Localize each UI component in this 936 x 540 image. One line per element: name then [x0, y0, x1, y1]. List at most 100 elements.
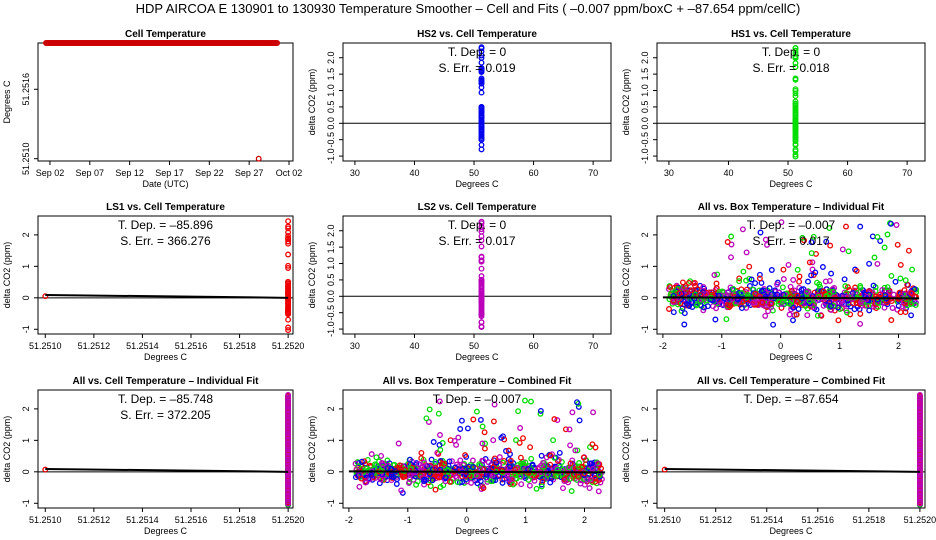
data-point [285, 452, 292, 459]
data-point [666, 306, 672, 312]
data-point [469, 457, 476, 464]
panel-title: All vs. Cell Temperature – Combined Fit [697, 376, 886, 387]
data-point [916, 424, 923, 430]
data-point [916, 488, 923, 495]
data-point [836, 299, 842, 306]
data-point [376, 458, 383, 465]
x-tick-label: Sep 27 [235, 168, 264, 178]
panel-title: LS1 vs. Cell Temperature [106, 202, 225, 213]
data-point [478, 65, 485, 72]
data-point [42, 293, 49, 300]
data-point [285, 456, 292, 463]
stat-annotation: T. Dep. = –0.007 [433, 392, 522, 406]
plot-frame [37, 389, 294, 509]
data-point [736, 275, 743, 282]
data-point [712, 316, 719, 323]
data-point [470, 416, 477, 423]
data-point [567, 442, 574, 449]
data-point [857, 310, 864, 317]
data-point [376, 480, 383, 487]
data-point [877, 238, 884, 244]
data-point [916, 410, 923, 417]
data-point [478, 295, 485, 302]
data-point [513, 437, 519, 444]
data-point [285, 494, 292, 501]
data-point [285, 327, 292, 334]
data-point [889, 305, 896, 311]
data-point [478, 103, 485, 110]
stat-annotation: S. Err. = 0.018 [752, 61, 829, 75]
y-tick-label: 0.5 [326, 101, 336, 114]
data-point [843, 223, 849, 230]
data-point [490, 418, 497, 425]
data-point [285, 238, 292, 245]
data-point [757, 229, 764, 236]
data-point [912, 302, 919, 309]
data-point [774, 281, 780, 288]
data-point [916, 456, 923, 463]
data-point [916, 406, 923, 413]
data-point [285, 225, 292, 232]
data-point [447, 478, 453, 485]
y-tick-label: -1.0 [640, 148, 650, 164]
data-point [478, 218, 485, 225]
panel-title: All vs. Box Temperature – Individual Fit [698, 202, 885, 213]
data-point [792, 138, 799, 145]
data-point [456, 479, 463, 486]
data-point [437, 447, 444, 453]
data-point [538, 452, 545, 459]
y-axis-label: delta CO2 (ppm) [307, 416, 317, 483]
data-point [780, 266, 787, 273]
y-tick-label: -0.5 [326, 132, 336, 148]
data-point [531, 477, 538, 484]
x-tick-label: 40 [409, 168, 419, 178]
data-point [285, 394, 292, 401]
y-tick-label: 0 [326, 469, 336, 474]
data-point [916, 398, 923, 404]
data-point [808, 239, 815, 246]
data-point [517, 454, 524, 461]
data-point [756, 271, 763, 278]
data-point [780, 276, 787, 283]
x-axis-label: Degrees C [769, 352, 813, 362]
data-point [739, 226, 746, 233]
data-point [255, 155, 262, 162]
data-point [477, 462, 484, 469]
data-point [285, 251, 292, 258]
data-point [285, 442, 292, 449]
data-point [685, 279, 692, 286]
data-point [831, 307, 838, 314]
y-tick-label: 0.5 [640, 101, 650, 114]
stat-annotation: S. Err. = 0.019 [438, 61, 515, 75]
data-point [395, 440, 402, 447]
data-point [886, 289, 893, 296]
y-axis-label: delta CO2 (ppm) [307, 242, 317, 309]
data-point [285, 400, 292, 407]
y-tick-label: 51.2516 [21, 73, 31, 106]
data-point [587, 460, 593, 467]
data-point [478, 243, 485, 250]
data-point [477, 416, 484, 423]
plot-frame [342, 215, 612, 335]
data-point [875, 299, 882, 306]
data-point [806, 259, 813, 266]
data-point [515, 408, 522, 415]
data-point [285, 416, 292, 423]
x-tick-label: -1 [718, 341, 726, 351]
data-point [480, 485, 487, 491]
x-tick-label: 51.2518 [223, 341, 256, 351]
y-tick-label: 0 [21, 295, 31, 300]
data-point [533, 485, 540, 492]
data-point [748, 276, 755, 283]
figure-title: HDP AIRCOA E 130901 to 130930 Temperatur… [136, 1, 801, 16]
data-point [478, 279, 485, 286]
x-axis-label: Degrees C [455, 352, 499, 362]
data-point [728, 233, 735, 240]
data-point [683, 300, 690, 307]
data-point [285, 265, 292, 271]
y-tick-label: 2.0 [326, 51, 336, 64]
data-point [362, 479, 369, 486]
data-point [756, 275, 763, 282]
data-point [384, 465, 391, 472]
